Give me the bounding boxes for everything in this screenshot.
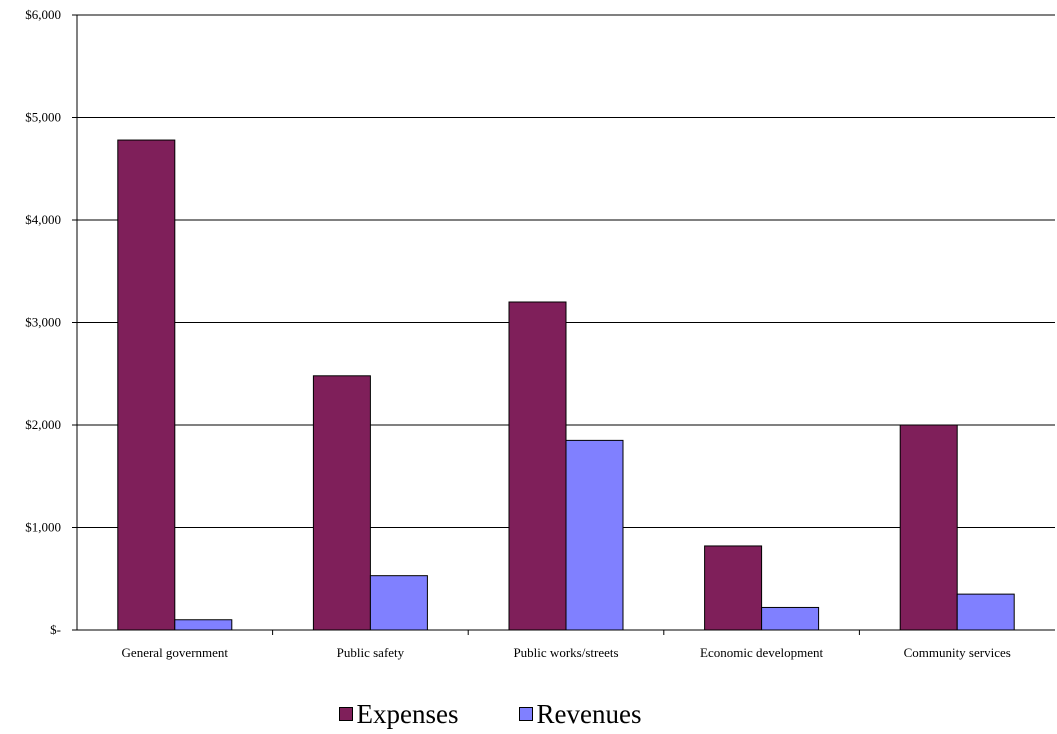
y-tick-label: $4,000 xyxy=(25,212,61,227)
legend-swatch-expenses xyxy=(338,707,353,721)
x-category-label: General government xyxy=(122,645,229,660)
y-tick-label: $1,000 xyxy=(25,520,61,535)
legend-label-revenues: Revenues xyxy=(536,698,642,729)
bar-expenses-2 xyxy=(508,301,567,631)
x-category-label: Public works/streets xyxy=(513,645,618,660)
bar-expenses-3 xyxy=(704,545,763,631)
y-tick-label: $5,000 xyxy=(25,110,61,125)
bar-expenses-0 xyxy=(117,139,176,631)
legend-item-revenues: Revenues xyxy=(518,698,642,730)
y-tick-label: $3,000 xyxy=(25,315,61,330)
bar-expenses-1 xyxy=(312,375,371,631)
y-tick-label: $6,000 xyxy=(25,7,61,22)
x-category-label: Economic development xyxy=(700,645,823,660)
y-tick-label: $- xyxy=(50,622,61,637)
bar-expenses-4 xyxy=(899,424,958,631)
y-tick-label: $2,000 xyxy=(25,417,61,432)
legend-swatch-revenues xyxy=(518,707,533,721)
y-axis-tick-labels: $- $1,000 $2,000 $3,000 $4,000 $5,000 $6,000 xyxy=(25,7,61,637)
legend-item-expenses: Expenses xyxy=(338,698,459,730)
bar-revenues-1 xyxy=(369,575,428,631)
legend-label-expenses: Expenses xyxy=(356,698,459,729)
axes xyxy=(72,14,1055,635)
bar-revenues-0 xyxy=(174,619,233,631)
legend: Expenses Revenues xyxy=(0,696,980,732)
x-category-label: Public safety xyxy=(337,645,405,660)
bar-chart: $- $1,000 $2,000 $3,000 $4,000 $5,000 $6,000 G… xyxy=(25,7,1055,660)
bar-revenues-4 xyxy=(956,593,1015,631)
bar-revenues-3 xyxy=(761,606,820,631)
x-axis-category-labels: General government Public safety Public wo… xyxy=(122,645,1011,660)
bar-revenues-2 xyxy=(565,439,624,631)
x-category-label: Community services xyxy=(904,645,1011,660)
bars xyxy=(117,139,1015,631)
